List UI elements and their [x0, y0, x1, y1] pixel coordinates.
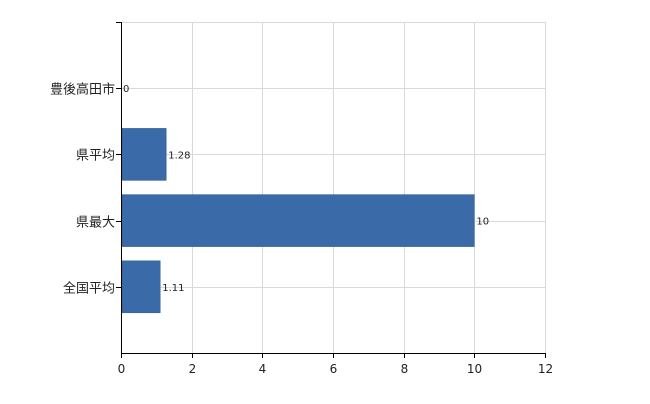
x-tick-label: 10 — [467, 362, 482, 376]
x-tick-label: 2 — [189, 362, 197, 376]
bar — [121, 194, 475, 247]
x-tick-label: 12 — [538, 362, 553, 376]
x-tick-label: 6 — [330, 362, 338, 376]
axis-layer — [116, 22, 546, 358]
x-tick-label: 0 — [118, 362, 126, 376]
data-label: 0 — [123, 84, 129, 95]
x-tick-label: 4 — [259, 362, 267, 376]
category-label: 県最大 — [76, 216, 115, 231]
bar — [121, 260, 161, 314]
bar — [121, 128, 167, 181]
data-label: 1.11 — [162, 283, 184, 294]
category-label: 県平均 — [76, 149, 115, 164]
category-label: 豊後高田市 — [50, 82, 115, 98]
category-label: 全国平均 — [63, 281, 115, 297]
data-label: 10 — [476, 217, 489, 228]
grid-layer — [121, 22, 546, 353]
x-tick-label: 8 — [401, 362, 409, 376]
data-label: 1.28 — [168, 150, 190, 161]
